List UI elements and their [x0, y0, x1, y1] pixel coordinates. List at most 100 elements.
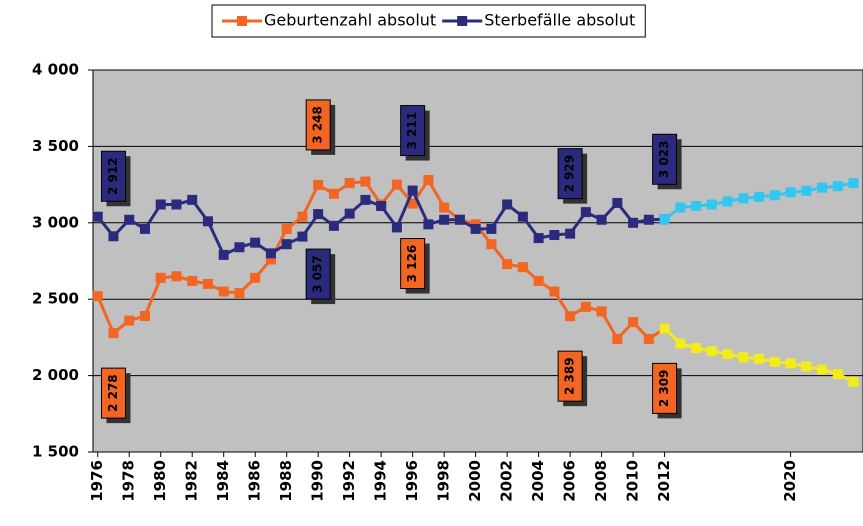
value-label: 3 126: [405, 245, 419, 283]
value-label: 2 389: [563, 357, 577, 395]
marker: [722, 349, 733, 360]
marker: [454, 214, 465, 225]
marker: [328, 220, 339, 231]
marker: [108, 231, 119, 242]
label-box: [400, 105, 426, 157]
marker: [659, 214, 670, 225]
y-tick-label: 4 000: [32, 61, 79, 79]
marker: [360, 176, 371, 187]
x-tick-label: 1996: [403, 460, 421, 502]
marker: [785, 358, 796, 369]
x-tick-label: 2020: [781, 460, 799, 502]
marker: [155, 199, 166, 210]
marker: [580, 301, 591, 312]
marker: [628, 317, 639, 328]
marker: [785, 187, 796, 198]
marker: [313, 179, 324, 190]
value-label: 2 309: [657, 370, 671, 408]
marker: [722, 196, 733, 207]
marker: [754, 191, 765, 202]
label-box: [305, 99, 331, 151]
marker: [423, 219, 434, 230]
y-tick-label: 1 500: [32, 443, 79, 461]
x-tick-label: 1988: [277, 460, 295, 502]
marker: [423, 175, 434, 186]
marker: [108, 328, 119, 339]
marker: [769, 356, 780, 367]
marker: [817, 182, 828, 193]
marker: [565, 228, 576, 239]
marker: [92, 291, 103, 302]
value-label: 3 023: [657, 140, 671, 178]
marker: [139, 311, 150, 322]
x-tick-label: 1994: [372, 460, 390, 502]
x-tick-label: 1976: [88, 460, 106, 502]
marker: [612, 197, 623, 208]
label-box: [305, 248, 331, 300]
marker: [344, 208, 355, 219]
marker: [171, 199, 182, 210]
value-label: 2 929: [563, 155, 577, 193]
x-tick-label: 2008: [592, 460, 610, 502]
label-box: [100, 150, 126, 202]
marker: [265, 248, 276, 259]
x-tick-label: 1984: [214, 460, 232, 502]
marker: [706, 346, 717, 357]
marker: [691, 200, 702, 211]
marker: [565, 311, 576, 322]
marker: [297, 211, 308, 222]
marker: [265, 254, 276, 265]
marker: [612, 333, 623, 344]
marker: [171, 271, 182, 282]
marker: [549, 230, 560, 241]
x-tick-label: 1978: [120, 460, 138, 502]
marker: [234, 242, 245, 253]
marker: [187, 194, 198, 205]
marker: [754, 353, 765, 364]
marker: [502, 259, 513, 270]
marker: [297, 231, 308, 242]
marker: [439, 214, 450, 225]
value-label: 2 278: [106, 374, 120, 412]
marker: [848, 178, 859, 189]
marker: [517, 211, 528, 222]
x-tick-label: 2000: [466, 460, 484, 502]
marker: [502, 199, 513, 210]
marker: [659, 323, 670, 334]
label-box: [557, 148, 583, 200]
marker: [801, 185, 812, 196]
marker: [234, 288, 245, 299]
y-tick-label: 3 500: [32, 137, 79, 155]
value-label: 3 057: [311, 255, 325, 293]
legend: Geburtenzahl absolut Sterbefälle absolut: [211, 4, 646, 38]
marker: [549, 286, 560, 297]
marker: [517, 262, 528, 273]
x-tick-label: 2012: [655, 460, 673, 502]
marker: [391, 179, 402, 190]
legend-label: Geburtenzahl absolut: [264, 11, 436, 30]
marker: [124, 315, 135, 326]
marker: [187, 275, 198, 286]
marker: [486, 223, 497, 234]
marker: [92, 211, 103, 222]
marker: [675, 338, 686, 349]
marker: [643, 333, 654, 344]
marker: [376, 200, 387, 211]
marker: [202, 216, 213, 227]
marker: [124, 214, 135, 225]
marker: [738, 193, 749, 204]
label-box: [557, 350, 583, 402]
marker: [250, 272, 261, 283]
x-tick-label: 1998: [435, 460, 453, 502]
marker: [769, 190, 780, 201]
x-tick-label: 2002: [498, 460, 516, 502]
marker: [832, 369, 843, 380]
marker: [470, 223, 481, 234]
value-label: 3 248: [311, 106, 325, 144]
marker: [832, 181, 843, 192]
marker: [533, 233, 544, 244]
marker: [407, 185, 418, 196]
marker: [596, 214, 607, 225]
marker: [313, 209, 324, 220]
